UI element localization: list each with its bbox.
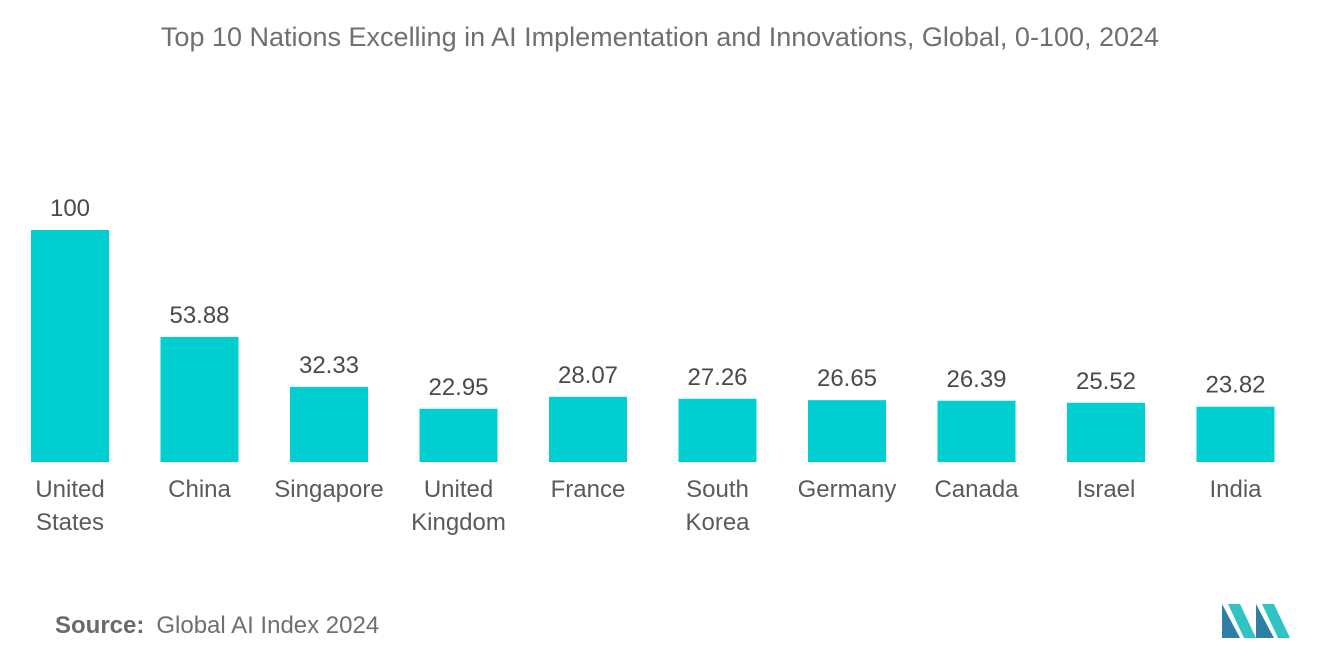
category-label: France [551, 476, 626, 503]
category-label: Israel [1077, 476, 1136, 503]
bar [549, 396, 627, 462]
bar [678, 398, 757, 462]
value-label: 26.39 [946, 366, 1006, 393]
company-logo-icon [1222, 604, 1290, 638]
bar [808, 400, 886, 462]
value-label: 32.33 [299, 352, 359, 379]
bar [419, 408, 498, 462]
bar [937, 400, 1016, 462]
bar-chart: 100 United States 53.88 China 32.33 Singapore 2… [31, 195, 1275, 536]
value-label: 27.26 [687, 364, 747, 391]
category-label: Canada [934, 476, 1019, 503]
source-note: Source: Global AI Index 2024 [55, 612, 379, 640]
value-label: 100 [50, 195, 90, 222]
category-label: China [168, 476, 231, 503]
value-label: 53.88 [169, 302, 229, 329]
category-label: South Korea [685, 476, 750, 536]
value-label: 26.65 [817, 365, 877, 392]
bar [31, 230, 109, 462]
category-label: United States [35, 476, 104, 536]
source-text: Global AI Index 2024 [156, 612, 380, 639]
value-label: 22.95 [428, 374, 488, 401]
value-label: 28.07 [558, 362, 618, 389]
category-label: Germany [798, 476, 897, 503]
bar [290, 386, 368, 462]
bar [1067, 402, 1145, 462]
source-label: Source: [55, 612, 145, 639]
bar [160, 336, 239, 462]
bar [1196, 406, 1275, 462]
category-label: United Kingdom [411, 476, 506, 536]
chart-title: Top 10 Nations Excelling in AI Implement… [160, 22, 1160, 52]
category-label: India [1209, 476, 1262, 503]
value-label: 23.82 [1205, 372, 1265, 399]
value-label: 25.52 [1076, 368, 1136, 395]
category-label: Singapore [274, 476, 383, 503]
